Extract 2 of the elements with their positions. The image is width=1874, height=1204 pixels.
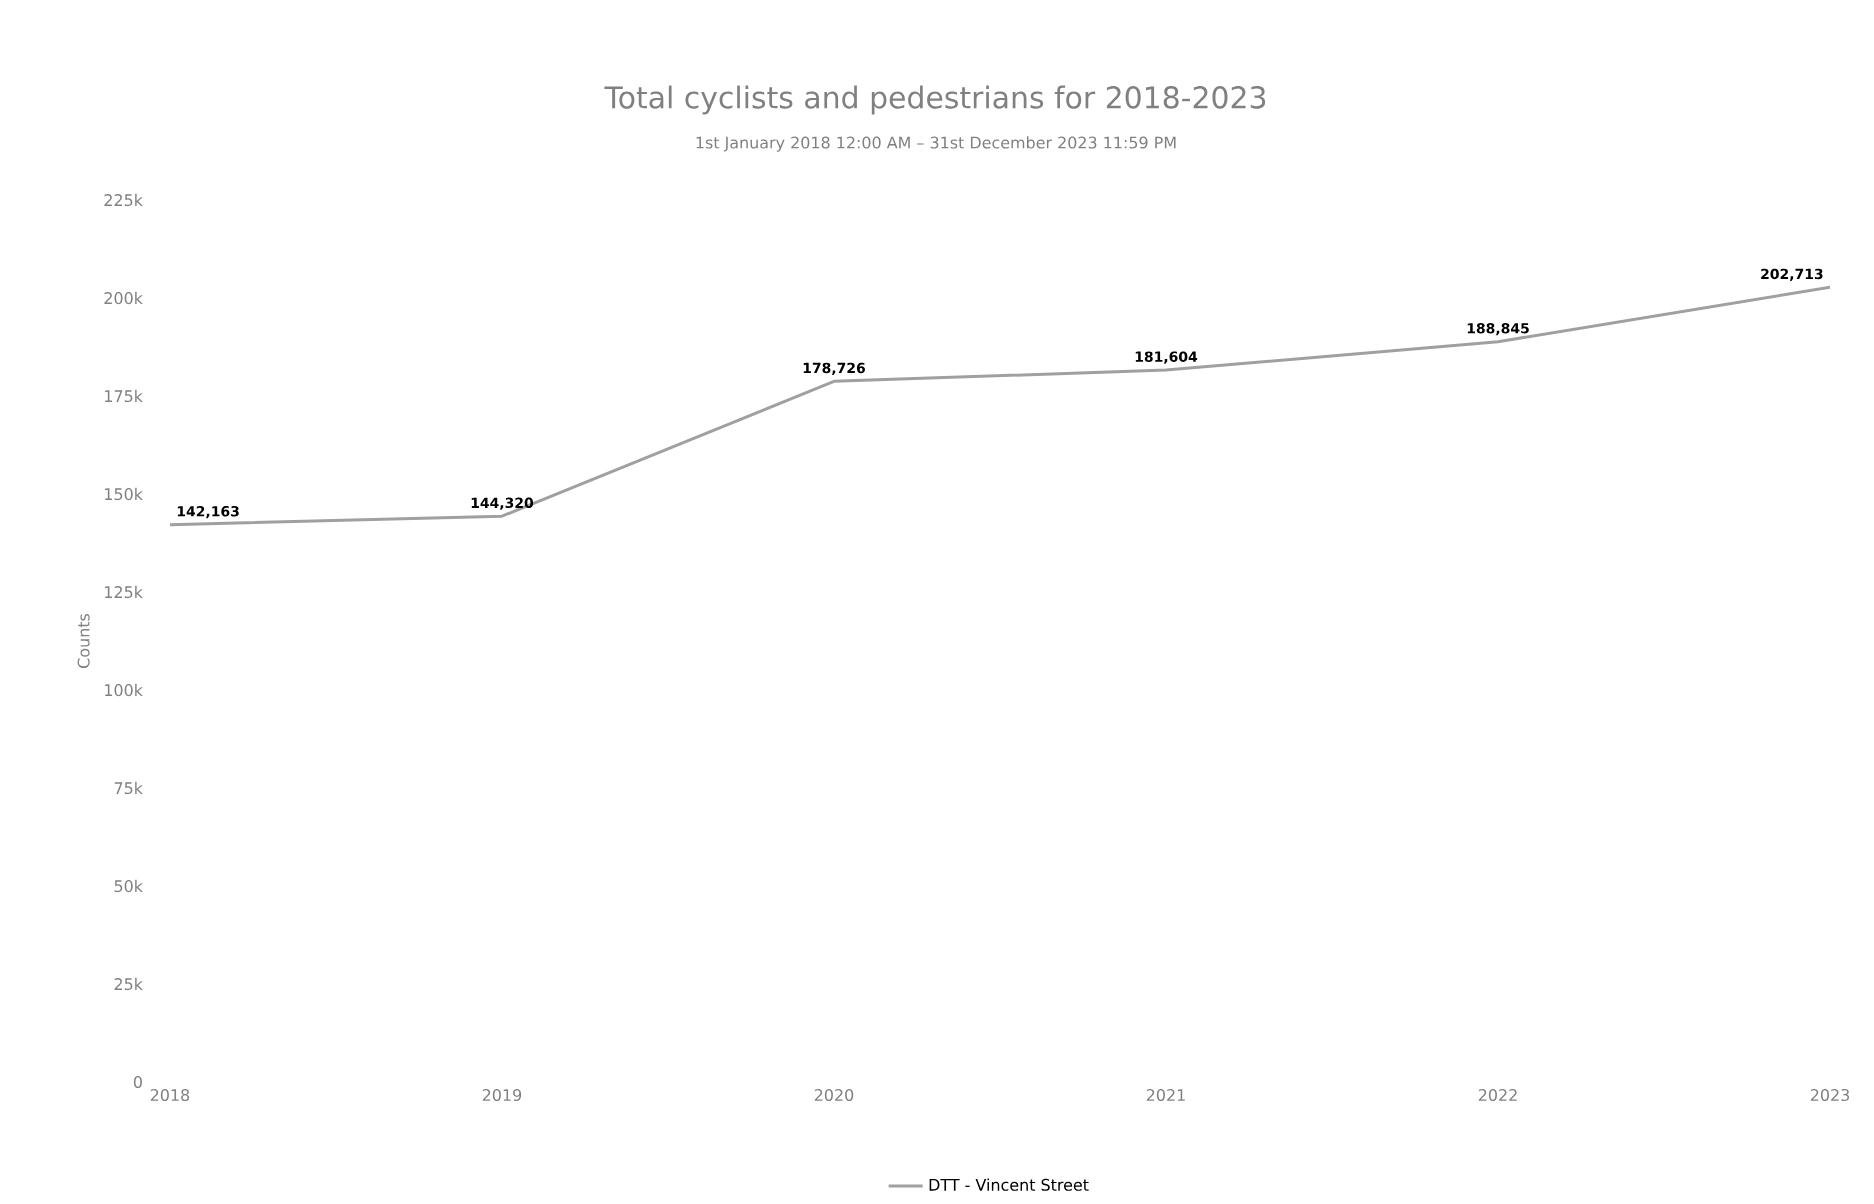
chart-title: Total cyclists and pedestrians for 2018-2023 xyxy=(604,85,1266,115)
line-series xyxy=(168,285,1831,527)
